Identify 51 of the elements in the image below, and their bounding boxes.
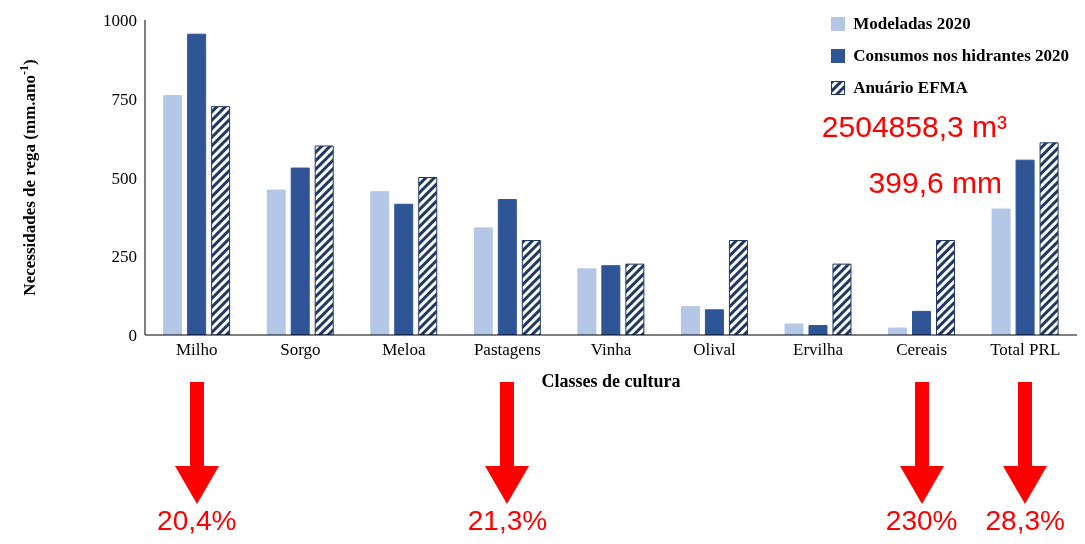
bar <box>473 227 493 335</box>
bar <box>314 145 334 335</box>
annotation: 2504858,3 m³ <box>821 110 1007 144</box>
legend-label: Modeladas 2020 <box>853 14 971 34</box>
x-tick-label: Ervilha <box>793 340 844 360</box>
bar <box>1039 142 1059 335</box>
bar <box>290 167 310 335</box>
bar <box>577 268 597 335</box>
bar <box>832 263 852 335</box>
legend-label: Anuário EFMA <box>853 78 968 98</box>
x-tick-label: Pastagens <box>473 340 541 360</box>
bar <box>187 33 207 335</box>
y-tick-label: 500 <box>111 168 137 188</box>
bar <box>784 323 804 335</box>
y-tick-label: 0 <box>128 326 137 346</box>
text: 21,3% <box>466 505 549 537</box>
bar <box>521 240 541 335</box>
bar <box>370 191 390 335</box>
bar <box>991 208 1011 335</box>
text: 28,3% <box>985 505 1065 536</box>
x-tick-label: Sorgo <box>280 340 321 360</box>
annotation: 399,6 mm <box>868 166 1002 200</box>
x-tick-label: Olival <box>693 340 737 360</box>
bar <box>211 106 231 335</box>
bar <box>912 310 932 335</box>
bar <box>394 203 414 335</box>
legend-label: Consumos nos hidrantes 2020 <box>853 46 1069 66</box>
bar <box>266 189 286 335</box>
bar <box>163 95 183 335</box>
bar <box>601 265 621 335</box>
text: 230% <box>885 505 958 536</box>
x-tick-label: Cereais <box>896 340 948 360</box>
bar <box>497 199 517 335</box>
y-tick-label: 750 <box>111 89 137 109</box>
bar <box>704 309 724 335</box>
bar <box>888 327 908 335</box>
y-tick-label: 1000 <box>103 11 137 31</box>
bar <box>418 177 438 335</box>
bar <box>808 325 828 335</box>
bar <box>936 240 956 335</box>
bar <box>728 240 748 335</box>
x-tick-label: Total PRL <box>990 340 1061 360</box>
y-tick-label: 250 <box>111 247 137 267</box>
x-tick-label: Vinha <box>590 340 632 360</box>
x-axis-title: Classes de cultura <box>540 371 682 392</box>
bar <box>625 263 645 335</box>
x-tick-label: Milho <box>176 340 218 360</box>
bar <box>680 306 700 335</box>
x-tick-label: Meloa <box>382 340 427 360</box>
text: 20,4% <box>156 505 238 537</box>
bar <box>1015 159 1035 335</box>
